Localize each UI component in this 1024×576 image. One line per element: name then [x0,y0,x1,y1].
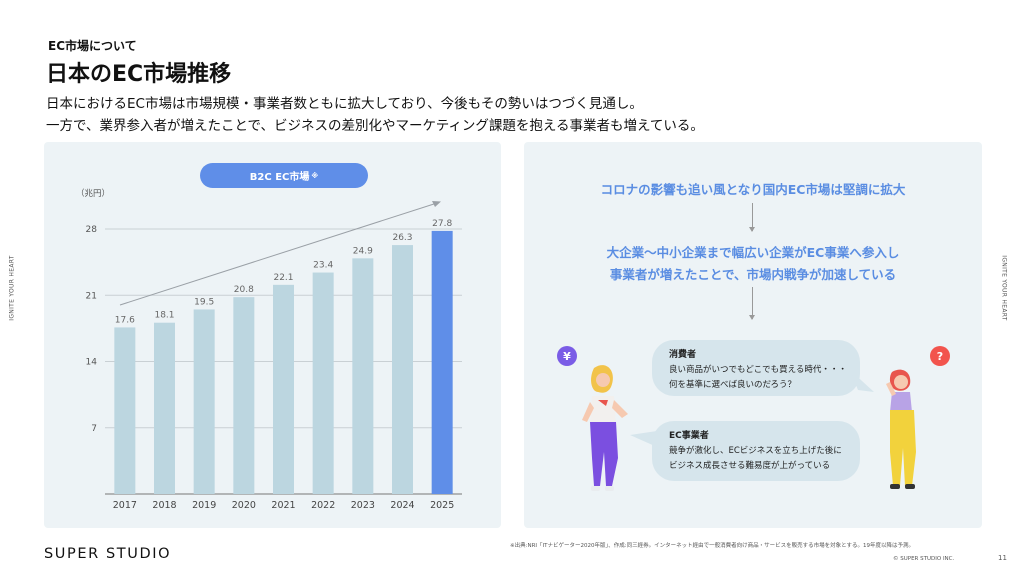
bar-2021 [273,284,294,494]
consumer-bubble-title: 消費者 [669,350,697,360]
consumer-bubble: 消費者 良い商品がいつでもどこでも買える時代・・・ 何を基準に選べば良いのだろう… [652,340,860,396]
bar-value-label: 20.8 [234,285,254,295]
business-bubble: EC事業者 競争が激化し、ECビジネスを立ち上げた後に ビジネス成長させる難易度… [652,421,860,481]
bar-2020 [233,297,255,494]
bar-2017 [114,327,136,494]
bar-value-label: 17.6 [115,315,135,325]
x-tick-label: 2019 [192,500,216,511]
x-tick-label: 2022 [311,500,335,511]
business-bubble-title: EC事業者 [669,431,709,441]
y-tick-label: 28 [86,225,98,235]
consumer-bubble-tail [850,370,874,392]
pill-mark: ※ [311,171,319,180]
business-bubble-tail [630,431,657,447]
x-tick-label: 2023 [351,500,375,511]
bar-value-label: 27.8 [432,219,452,229]
section-label: EC市場について [48,39,137,53]
bar-2022 [312,272,334,494]
bar-2024 [392,245,413,494]
flow-step-2-line-1: 大企業〜中小企業まで幅広い企業がEC事業へ参入し [606,245,900,260]
yen-icon: ¥ [557,346,577,366]
bar-value-label: 26.3 [392,233,412,243]
copyright: © SUPER STUDIO INC. [893,556,955,562]
bar-value-label: 24.9 [353,246,373,256]
x-tick-label: 2017 [113,500,137,511]
x-tick-label: 2018 [152,500,176,511]
bar-2019 [193,309,215,494]
flow-step-2-line-2: 事業者が増えたことで、市場内戦争が加速している [609,267,897,282]
flow-arrow-1 [749,203,755,232]
bar-value-label: 18.1 [154,311,174,321]
x-tick-label: 2021 [271,500,295,511]
bar-2023 [352,258,374,494]
x-tick-label: 2020 [232,500,256,511]
bar-2025 [431,230,453,494]
consumer-bubble-line-2: 何を基準に選べば良いのだろう？ [669,380,796,390]
description-line-1: 日本におけるEC市場は市場規模・事業者数ともに拡大しており、今後もその勢いはつづ… [46,96,643,112]
x-tick-label: 2024 [390,500,414,511]
consumer-illustration [886,369,916,489]
consumer-bubble-line-1: 良い商品がいつでもどこでも買える時代・・・ [669,365,847,375]
page-number: 11 [998,554,1007,562]
b2c-market-pill: B2C EC市場 ※ [200,163,368,188]
y-tick-label: 14 [86,358,98,368]
brand-logo: SUPER STUDIO [44,546,172,562]
bar-2018 [154,322,175,494]
pill-label: B2C EC市場 [249,172,310,183]
description-line-2: 一方で、業界参入者が増えたことで、ビジネスの差別化やマーケティング課題を抱える事… [46,118,704,134]
y-tick-label: 21 [86,291,97,301]
page-title: 日本のEC市場推移 [46,62,232,87]
question-icon: ? [930,346,950,366]
bar-value-label: 23.4 [313,261,333,271]
chart-unit-label: （兆円） [76,188,110,199]
footnote: ※出典:NRI「ITナビゲーター2020年版」、作成:同三経券。インターネット経… [510,543,914,549]
business-owner-illustration [582,365,628,491]
flow-step-1: コロナの影響も追い風となり国内EC市場は堅調に拡大 [600,182,906,197]
trend-arrow [119,202,438,306]
bar-value-label: 19.5 [194,297,214,307]
business-bubble-line-1: 競争が激化し、ECビジネスを立ち上げた後に [669,446,842,456]
y-tick-label: 7 [91,424,97,434]
x-tick-label: 2025 [430,500,454,511]
bar-value-label: 22.1 [273,273,293,283]
business-bubble-line-2: ビジネス成長させる難易度が上がっている [669,461,831,471]
trend-arrow-head [432,201,441,207]
flow-arrow-2 [749,287,755,320]
